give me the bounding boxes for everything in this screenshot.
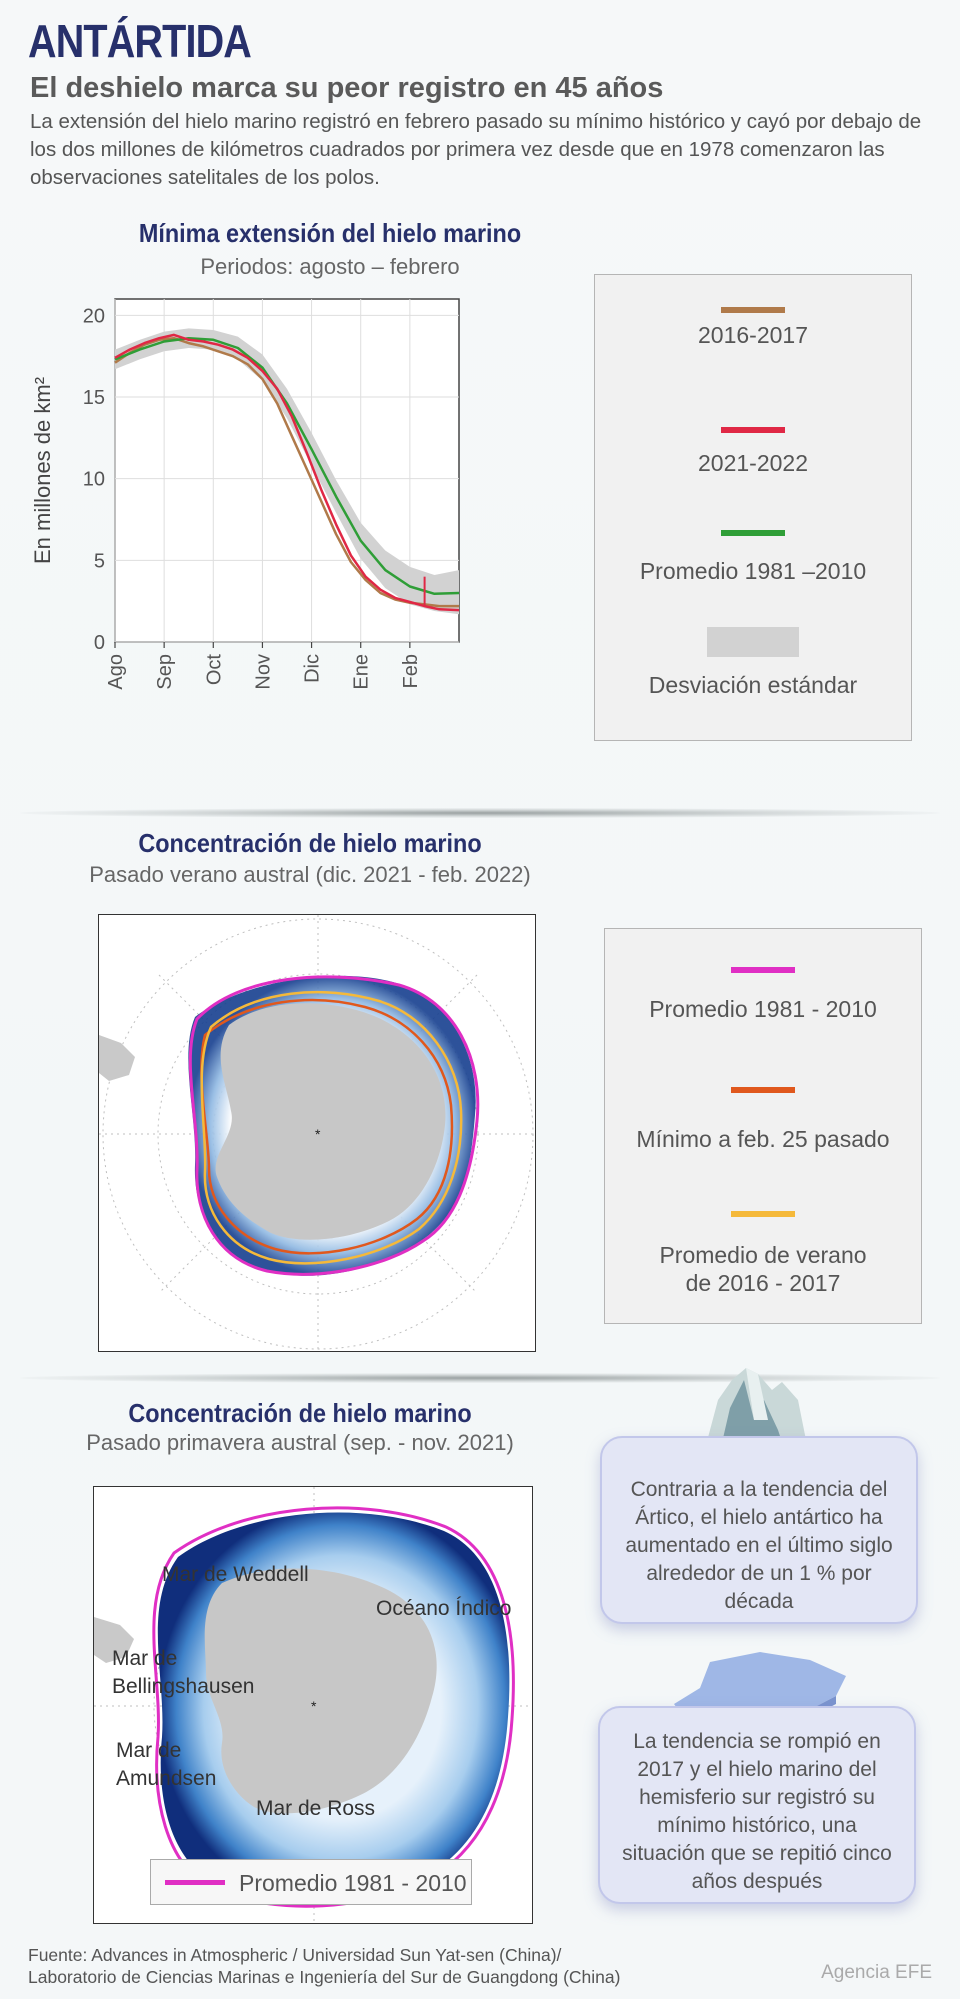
x-tick-label: Ago [105, 654, 127, 690]
series-line-2021-2022 [114, 333, 460, 612]
legend-label-summer-2016: Promedio de verano de 2016 - 2017 [659, 1242, 867, 1296]
summer-ice-map: * [98, 914, 536, 1352]
x-tick-label: Dic [302, 654, 324, 683]
summer-2016-contour [200, 990, 463, 1265]
summer-minimum-contour [200, 998, 454, 1255]
page-title: ANTÁRTIDA [28, 15, 252, 67]
chart-legend: 2016-2017 2021-2022 Promedio 1981 –2010 … [594, 274, 912, 741]
south-america-tip [99, 1035, 135, 1081]
legend-label-average: Promedio 1981 –2010 [639, 558, 867, 584]
legend-swatch-deviation [707, 627, 799, 657]
label-weddell: Mar de Weddell [162, 1563, 309, 1586]
x-tick-label: Nov [252, 654, 274, 690]
summer-antarctica-land [215, 1003, 446, 1240]
section-divider [20, 808, 940, 818]
summer-map-title: Concentración de hielo marino [138, 828, 482, 858]
chart-subtitle: Periodos: agosto – febrero [200, 254, 460, 279]
info-box-record: La tendencia se rompió en 2017 y el hiel… [598, 1706, 916, 1904]
spring-map-subtitle: Pasado primavera austral (sep. - nov. 20… [86, 1430, 514, 1455]
legend-swatch-2016 [721, 307, 785, 313]
spring-map-legend: Promedio 1981 - 2010 [150, 1859, 472, 1905]
source-credit: Fuente: Advances in Atmospheric / Univer… [28, 1944, 620, 1988]
legend-swatch-spring-average [165, 1880, 225, 1885]
legend-label-2016: 2016-2017 [698, 322, 808, 348]
x-tick-label: Ene [351, 654, 373, 690]
extent-chart: 0 5 10 15 20 Ago Sep Oct Nov Dic Ene Feb En millones… [30, 298, 460, 690]
label-ross: Mar de Ross [256, 1797, 376, 1820]
legend-label-feb-minimum: Mínimo a feb. 25 pasado [636, 1126, 890, 1152]
y-tick-label: 5 [94, 550, 105, 572]
label-bellingshausen-1: Mar de [112, 1647, 178, 1670]
legend-swatch-summer-2016 [731, 1211, 795, 1217]
intro-text: La extensión del hielo marino registró e… [30, 110, 922, 189]
south-pole-marker: * [315, 1126, 321, 1142]
label-amundsen-2: Amundsen [116, 1767, 217, 1790]
y-tick-label: 0 [94, 632, 105, 654]
source-line-1: Fuente: Advances in Atmospheric / Univer… [28, 1945, 562, 1965]
legend-label-2021: 2021-2022 [698, 450, 808, 476]
south-pole-marker-spring: * [311, 1698, 317, 1714]
legend-label-deviation: Desviación estándar [648, 672, 858, 698]
y-tick-label: 20 [83, 305, 105, 327]
y-tick-label: 15 [83, 387, 105, 409]
x-tick-label: Sep [154, 654, 176, 690]
label-amundsen-1: Mar de [116, 1739, 182, 1762]
legend-label-summer-average: Promedio 1981 - 2010 [649, 996, 877, 1022]
summer-average-contour [188, 975, 480, 1276]
series-line-average [114, 336, 460, 596]
legend-label-spring-average: Promedio 1981 - 2010 [239, 1870, 467, 1896]
x-tick-label: Feb [400, 654, 422, 688]
legend-swatch-2021 [721, 427, 785, 433]
source-line-2: Laboratorio de Ciencias Marinas e Ingeni… [28, 1967, 621, 1987]
agency-credit: Agencia EFE [821, 1962, 932, 1983]
spring-map-graphic: * [94, 1487, 532, 1923]
page-subtitle: El deshielo marca su peor registro en 45… [30, 72, 664, 104]
summer-map-graphic: * [99, 915, 535, 1351]
spring-antarctica-land [204, 1568, 437, 1814]
south-america-tip-spring [94, 1617, 134, 1663]
summer-map-subtitle: Pasado verano austral (dic. 2021 - feb. … [89, 862, 531, 887]
y-axis-label: En millones de km² [30, 377, 55, 564]
chart-title: Mínima extensión del hielo marino [138, 218, 522, 248]
spring-map-title: Concentración de hielo marino [128, 1398, 472, 1428]
x-tick-label: Oct [203, 654, 225, 686]
y-tick-label: 10 [83, 469, 105, 491]
series-line-2016-2017 [114, 336, 459, 608]
info-box-trend: Contraria a la tendencia del Ártico, el … [600, 1436, 918, 1624]
summer-map-legend: Promedio 1981 - 2010 Mínimo a feb. 25 pa… [604, 928, 922, 1324]
label-bellingshausen-2: Bellingshausen [112, 1675, 255, 1698]
section-divider-2 [20, 1373, 940, 1383]
spring-ice-map: * Mar de Weddell Océano Índico Mar de Be… [93, 1486, 533, 1924]
label-indian-ocean: Océano Índico [376, 1597, 512, 1620]
legend-swatch-summer-average [731, 967, 795, 973]
std-deviation-band [115, 328, 459, 615]
legend-swatch-feb-minimum [731, 1087, 795, 1093]
legend-swatch-average [721, 530, 785, 536]
